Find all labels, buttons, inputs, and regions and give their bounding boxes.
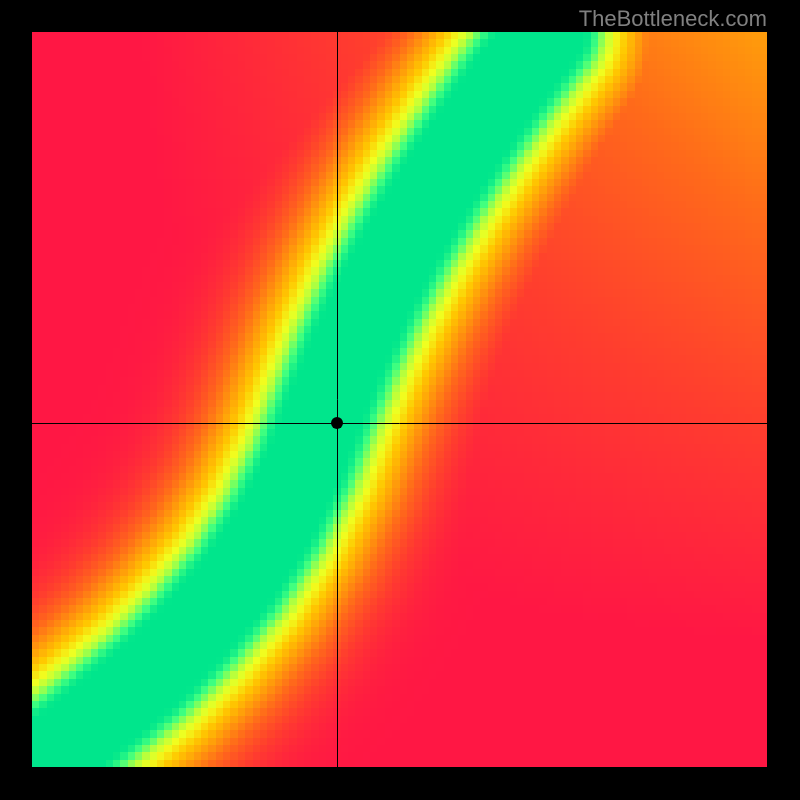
heatmap-canvas	[32, 32, 767, 767]
chart-container: TheBottleneck.com	[0, 0, 800, 800]
plot-area	[32, 32, 767, 767]
watermark-text: TheBottleneck.com	[579, 6, 767, 32]
